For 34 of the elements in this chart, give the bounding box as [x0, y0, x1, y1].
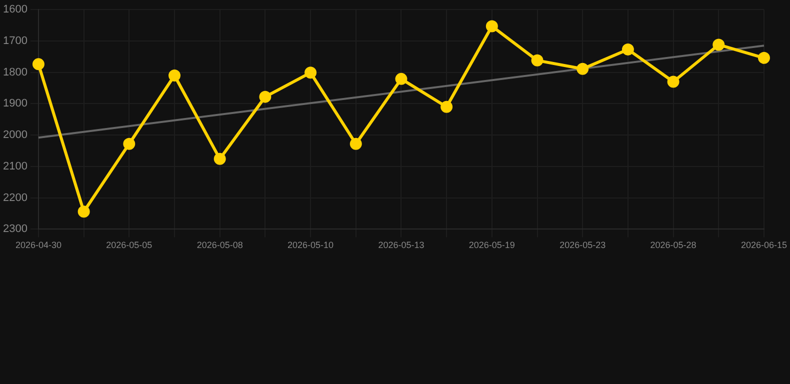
- point: [758, 52, 770, 64]
- y-tick-label: 2300: [2, 223, 28, 236]
- point: [350, 138, 362, 150]
- point: [395, 72, 408, 85]
- y-tick-label: 1900: [2, 98, 28, 110]
- y-tick-label: 2200: [2, 192, 28, 204]
- x-tick-label: 2026-05-28: [650, 240, 696, 250]
- point: [440, 100, 453, 113]
- x-tick-label: 2026-05-19: [468, 240, 515, 250]
- point: [168, 69, 181, 82]
- y-tick-label: 1700: [2, 35, 28, 48]
- point: [78, 206, 90, 218]
- x-tick-label: 2026-05-13: [378, 240, 424, 250]
- x-tick-label: 2026-06-15: [740, 240, 788, 250]
- point: [576, 62, 589, 75]
- point: [304, 66, 317, 79]
- x-tick-label: 2026-05-10: [288, 240, 334, 250]
- point: [712, 38, 725, 51]
- point: [667, 76, 680, 88]
- x-tick-label: 2026-04-30: [15, 240, 62, 250]
- y-tick-label: 1800: [2, 66, 28, 78]
- point: [32, 58, 44, 70]
- x-tick-label: 2026-05-05: [106, 240, 152, 250]
- point: [531, 54, 544, 66]
- point: [259, 90, 272, 103]
- point: [486, 20, 498, 32]
- point: [214, 152, 226, 165]
- x-tick-label: 2026-05-08: [196, 240, 243, 250]
- y-tick-label: 2000: [2, 129, 28, 142]
- point: [123, 138, 136, 150]
- x-tick-label: 2026-05-23: [560, 240, 606, 250]
- point: [622, 43, 634, 56]
- y-tick-label: 1600: [2, 4, 28, 16]
- y-tick-label: 2100: [2, 160, 28, 172]
